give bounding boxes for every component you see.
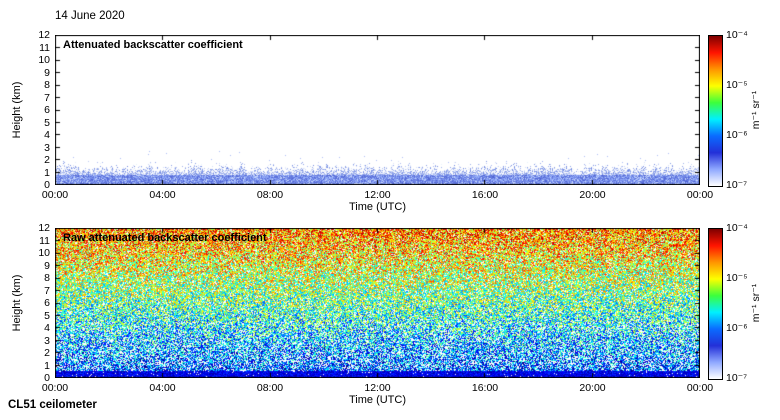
y-tick-label: 7 — [44, 284, 50, 297]
x-tick-label: 04:00 — [149, 382, 176, 394]
colorbar-tick-label: 10⁻⁶ — [726, 322, 748, 334]
date-label: 14 June 2020 — [55, 10, 125, 22]
panel-title-raw: Raw attenuated backscatter coefficient — [63, 232, 267, 244]
y-tick-label: 4 — [44, 322, 50, 334]
y-tick-label: 3 — [44, 141, 50, 154]
x-tick-label: 20:00 — [579, 189, 606, 201]
y-tick-label: 3 — [44, 334, 50, 347]
instrument-label: CL51 ceilometer — [8, 399, 97, 411]
y-tick-label: 6 — [44, 104, 50, 116]
colorbar-tick-label: 10⁻⁵ — [726, 272, 748, 284]
y-tick-label: 12 — [38, 222, 50, 234]
y-tick-label: 1 — [44, 166, 50, 179]
y-tick-label: 8 — [44, 79, 50, 91]
attenuated-backscatter-plot-canvas — [55, 35, 700, 185]
x-tick-label: 00:00 — [41, 382, 69, 394]
y-tick-label: 11 — [39, 41, 50, 54]
x-tick-label: 16:00 — [471, 382, 499, 394]
y-tick-label: 9 — [44, 66, 50, 79]
x-axis-label-top: Time (UTC) — [348, 201, 407, 213]
x-tick-label: 12:00 — [364, 189, 391, 201]
y-tick-label: 1 — [44, 359, 50, 372]
colorbar-tick-label: 10⁻⁴ — [726, 29, 748, 41]
x-tick-label: 16:00 — [471, 189, 499, 201]
x-tick-label: 00:00 — [686, 382, 714, 394]
colorbar-tick-label: 10⁻⁴ — [726, 222, 748, 234]
colorbar-tick-label: 10⁻⁷ — [726, 179, 748, 191]
x-tick-label: 00:00 — [41, 189, 69, 201]
x-tick-label: 08:00 — [256, 382, 284, 394]
colorbar-tick-label: 10⁻⁷ — [726, 372, 748, 384]
colorbar-gradient-bottom — [709, 229, 722, 379]
x-axis-label-bottom: Time (UTC) — [348, 394, 407, 406]
y-tick-label: 11 — [39, 234, 50, 247]
y-tick-label: 10 — [38, 54, 50, 66]
colorbar-tick-label: 10⁻⁶ — [726, 129, 748, 141]
x-tick-label: 00:00 — [686, 189, 714, 201]
panel-title-attenuated: Attenuated backscatter coefficient — [63, 39, 243, 51]
y-tick-label: 5 — [44, 309, 50, 322]
y-tick-label: 4 — [44, 129, 50, 141]
raw-attenuated-backscatter-plot-canvas — [55, 228, 700, 378]
y-axis-label-bottom: Height (km) — [11, 274, 23, 332]
y-tick-label: 2 — [44, 154, 50, 166]
colorbar-top — [708, 35, 723, 187]
colorbar-tick-label: 10⁻⁵ — [726, 79, 748, 91]
y-axis-label-top: Height (km) — [11, 81, 23, 139]
y-tick-label: 12 — [38, 29, 50, 41]
x-tick-label: 20:00 — [579, 382, 606, 394]
x-tick-label: 08:00 — [256, 189, 284, 201]
y-tick-label: 9 — [44, 259, 50, 272]
colorbar-bottom — [708, 228, 723, 380]
y-tick-label: 7 — [44, 91, 50, 104]
y-tick-label: 6 — [44, 297, 50, 309]
colorbar-gradient-top — [709, 36, 722, 186]
y-tick-label: 8 — [44, 272, 50, 284]
y-tick-label: 0 — [44, 179, 50, 191]
y-tick-label: 0 — [44, 372, 50, 384]
y-tick-label: 5 — [44, 116, 50, 129]
x-tick-label: 12:00 — [364, 382, 391, 394]
y-tick-label: 2 — [44, 347, 50, 359]
y-tick-label: 10 — [38, 247, 50, 259]
x-tick-label: 04:00 — [149, 189, 176, 201]
